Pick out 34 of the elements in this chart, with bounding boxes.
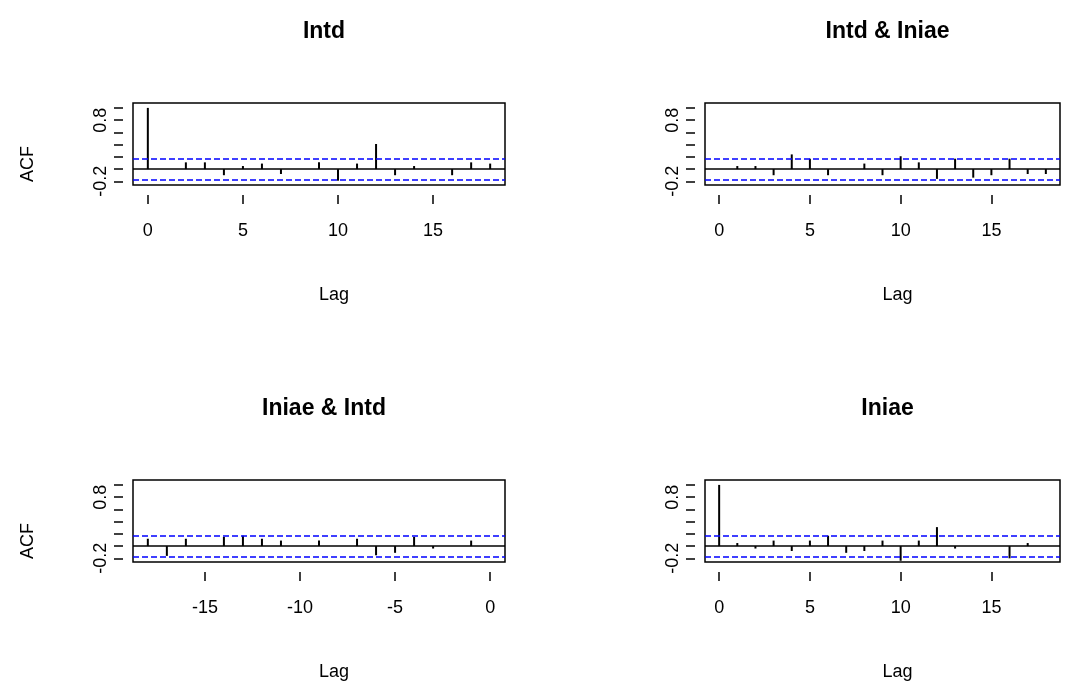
y-axis-title: ACF — [17, 146, 37, 182]
y-tick-label: 0.8 — [90, 484, 110, 510]
x-tick-label: 15 — [981, 220, 1002, 240]
x-axis-title: Lag — [318, 284, 350, 304]
chart-title: Iniae & Intd — [262, 393, 386, 420]
x-axis-title: Lag — [882, 661, 913, 681]
chart-title: Intd — [302, 16, 346, 43]
x-tick-label: 0 — [142, 220, 153, 240]
x-tick-label: 10 — [328, 220, 349, 240]
y-tick-label: -0.2 — [662, 165, 682, 197]
x-tick-label: 5 — [804, 220, 815, 240]
chart-title: Iniae — [861, 393, 914, 420]
y-tick-label: -0.2 — [662, 542, 682, 574]
x-tick-label: 15 — [423, 220, 444, 240]
x-tick-label: 5 — [804, 597, 815, 617]
x-tick-label: -5 — [387, 597, 404, 617]
y-tick-label: -0.2 — [90, 165, 110, 197]
x-tick-label: 0 — [485, 597, 496, 617]
x-tick-label: 0 — [714, 220, 725, 240]
x-axis-title: Lag — [882, 284, 913, 304]
x-tick-label: 10 — [890, 220, 911, 240]
x-tick-label: 0 — [714, 597, 725, 617]
y-tick-label: 0.8 — [662, 484, 682, 510]
y-tick-label: -0.2 — [90, 542, 110, 574]
x-tick-label: -10 — [286, 597, 313, 617]
chart-title: Intd & Iniae — [825, 16, 950, 43]
x-tick-label: 5 — [237, 220, 248, 240]
x-tick-label: 10 — [890, 597, 911, 617]
x-axis-title: Lag — [318, 661, 350, 681]
y-tick-label: 0.8 — [662, 107, 682, 133]
x-tick-label: 15 — [981, 597, 1002, 617]
y-axis-title: ACF — [17, 523, 37, 559]
y-tick-label: 0.8 — [90, 107, 110, 133]
x-tick-label: -15 — [191, 597, 218, 617]
